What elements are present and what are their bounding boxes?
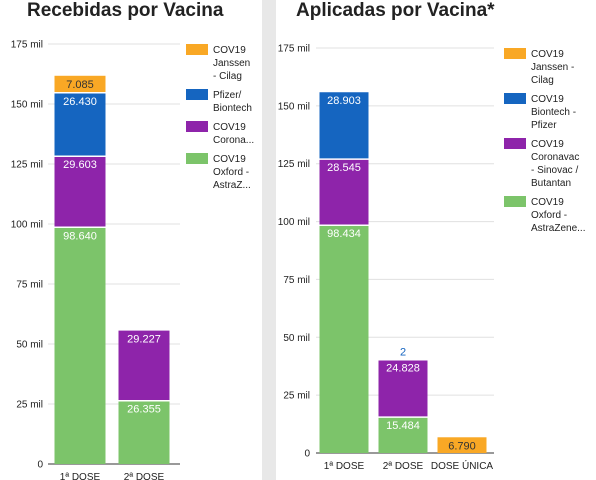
category-label: 1ª DOSE	[60, 472, 101, 480]
legend-swatch	[186, 121, 208, 132]
received-chart-svg: 0 25 mil 50 mil 75 mil 100 mil 125 mil 150 mil…	[11, 40, 254, 480]
applied-chart-panel: Aplicadas por Vacina* 0 25 mil 50 mil 75 mi…	[276, 0, 596, 480]
y-tick-label: 0	[37, 460, 43, 471]
legend-label: Pfizer/	[213, 90, 242, 101]
legend-label: - Cilag	[213, 71, 242, 82]
bar-segment	[378, 417, 428, 453]
legend-label: Pfizer	[531, 120, 557, 131]
category-label: 1ª DOSE	[324, 461, 365, 472]
applied-chart-svg: 0 25 mil 50 mil 75 mil 100 mil 125 mil 150 mil…	[278, 44, 586, 473]
legend-label: COV19	[213, 154, 246, 165]
legend-swatch	[504, 196, 526, 207]
data-label: 6.790	[448, 440, 476, 452]
bar-segment	[319, 225, 369, 453]
bar-segment	[437, 437, 487, 453]
y-tick-label: 175 mil	[11, 40, 43, 51]
bar-segment	[378, 359, 428, 418]
legend-label: COV19	[531, 49, 564, 60]
y-tick-label: 100 mil	[11, 220, 43, 231]
bar-segment	[319, 92, 369, 160]
data-label: 28.903	[327, 95, 361, 107]
y-tick-label: 150 mil	[278, 101, 310, 112]
data-label: 2	[400, 347, 406, 359]
bar-segment	[54, 156, 106, 228]
legend-label: COV19	[213, 45, 246, 56]
bar-segment	[319, 159, 369, 226]
y-tick-label: 150 mil	[11, 100, 43, 111]
y-tick-label: 100 mil	[278, 217, 310, 228]
bar-segment	[118, 400, 170, 464]
data-label: 26.355	[127, 404, 161, 416]
received-chart-panel: Recebidas por Vacina 0 25 mil 50 mil 75 mil…	[0, 0, 262, 480]
legend-label: Oxford -	[213, 167, 249, 178]
legend-label: AstraZene...	[531, 223, 585, 234]
y-tick-label: 50 mil	[283, 333, 310, 344]
y-tick-label: 25 mil	[283, 391, 310, 402]
legend-label: Biontech -	[531, 107, 576, 118]
legend-label: COV19	[213, 122, 246, 133]
legend-swatch	[186, 153, 208, 164]
legend-swatch	[504, 48, 526, 59]
legend-swatch	[504, 138, 526, 149]
data-label: 15.484	[386, 420, 420, 432]
y-tick-label: 25 mil	[16, 400, 43, 411]
category-label: DOSE ÚNICA	[431, 459, 494, 472]
legend-label: COV19	[531, 94, 564, 105]
data-label: 28.545	[327, 162, 361, 174]
legend-label: Oxford -	[531, 210, 567, 221]
data-label: 98.640	[63, 230, 97, 242]
legend-label: AstraZ...	[213, 180, 251, 191]
legend-label: - Sinovac /	[531, 165, 578, 176]
legend-swatch	[504, 93, 526, 104]
y-tick-label: 175 mil	[278, 44, 310, 55]
y-tick-label: 0	[304, 449, 310, 460]
bar-segment	[54, 227, 106, 464]
y-tick-label: 125 mil	[278, 159, 310, 170]
category-label: 2ª DOSE	[383, 461, 424, 472]
data-label: 29.603	[63, 159, 97, 171]
legend-label: Biontech	[213, 103, 252, 114]
legend-label: Corona...	[213, 135, 254, 146]
y-tick-label: 75 mil	[16, 280, 43, 291]
data-label: 26.430	[63, 96, 97, 108]
chart-title: Aplicadas por Vacina*	[296, 0, 495, 21]
legend-label: Janssen	[213, 58, 250, 69]
data-label: 98.434	[327, 228, 361, 240]
data-label: 29.227	[127, 334, 161, 346]
legend-label: Butantan	[531, 178, 571, 189]
y-tick-label: 50 mil	[16, 340, 43, 351]
chart-title: Recebidas por Vacina	[27, 0, 224, 21]
y-tick-label: 125 mil	[11, 160, 43, 171]
bar-segment	[118, 330, 170, 401]
legend-swatch	[186, 44, 208, 55]
legend-label: Janssen -	[531, 62, 574, 73]
y-tick-label: 75 mil	[283, 275, 310, 286]
legend-label: COV19	[531, 197, 564, 208]
legend-swatch	[186, 89, 208, 100]
data-label: 7.085	[66, 79, 94, 91]
legend-label: COV19	[531, 139, 564, 150]
bar-segment	[54, 75, 106, 93]
legend-label: Coronavac	[531, 152, 579, 163]
legend-label: Cilag	[531, 75, 554, 86]
bar-segment	[54, 92, 106, 157]
data-label: 24.828	[386, 363, 420, 375]
category-label: 2ª DOSE	[124, 472, 165, 480]
